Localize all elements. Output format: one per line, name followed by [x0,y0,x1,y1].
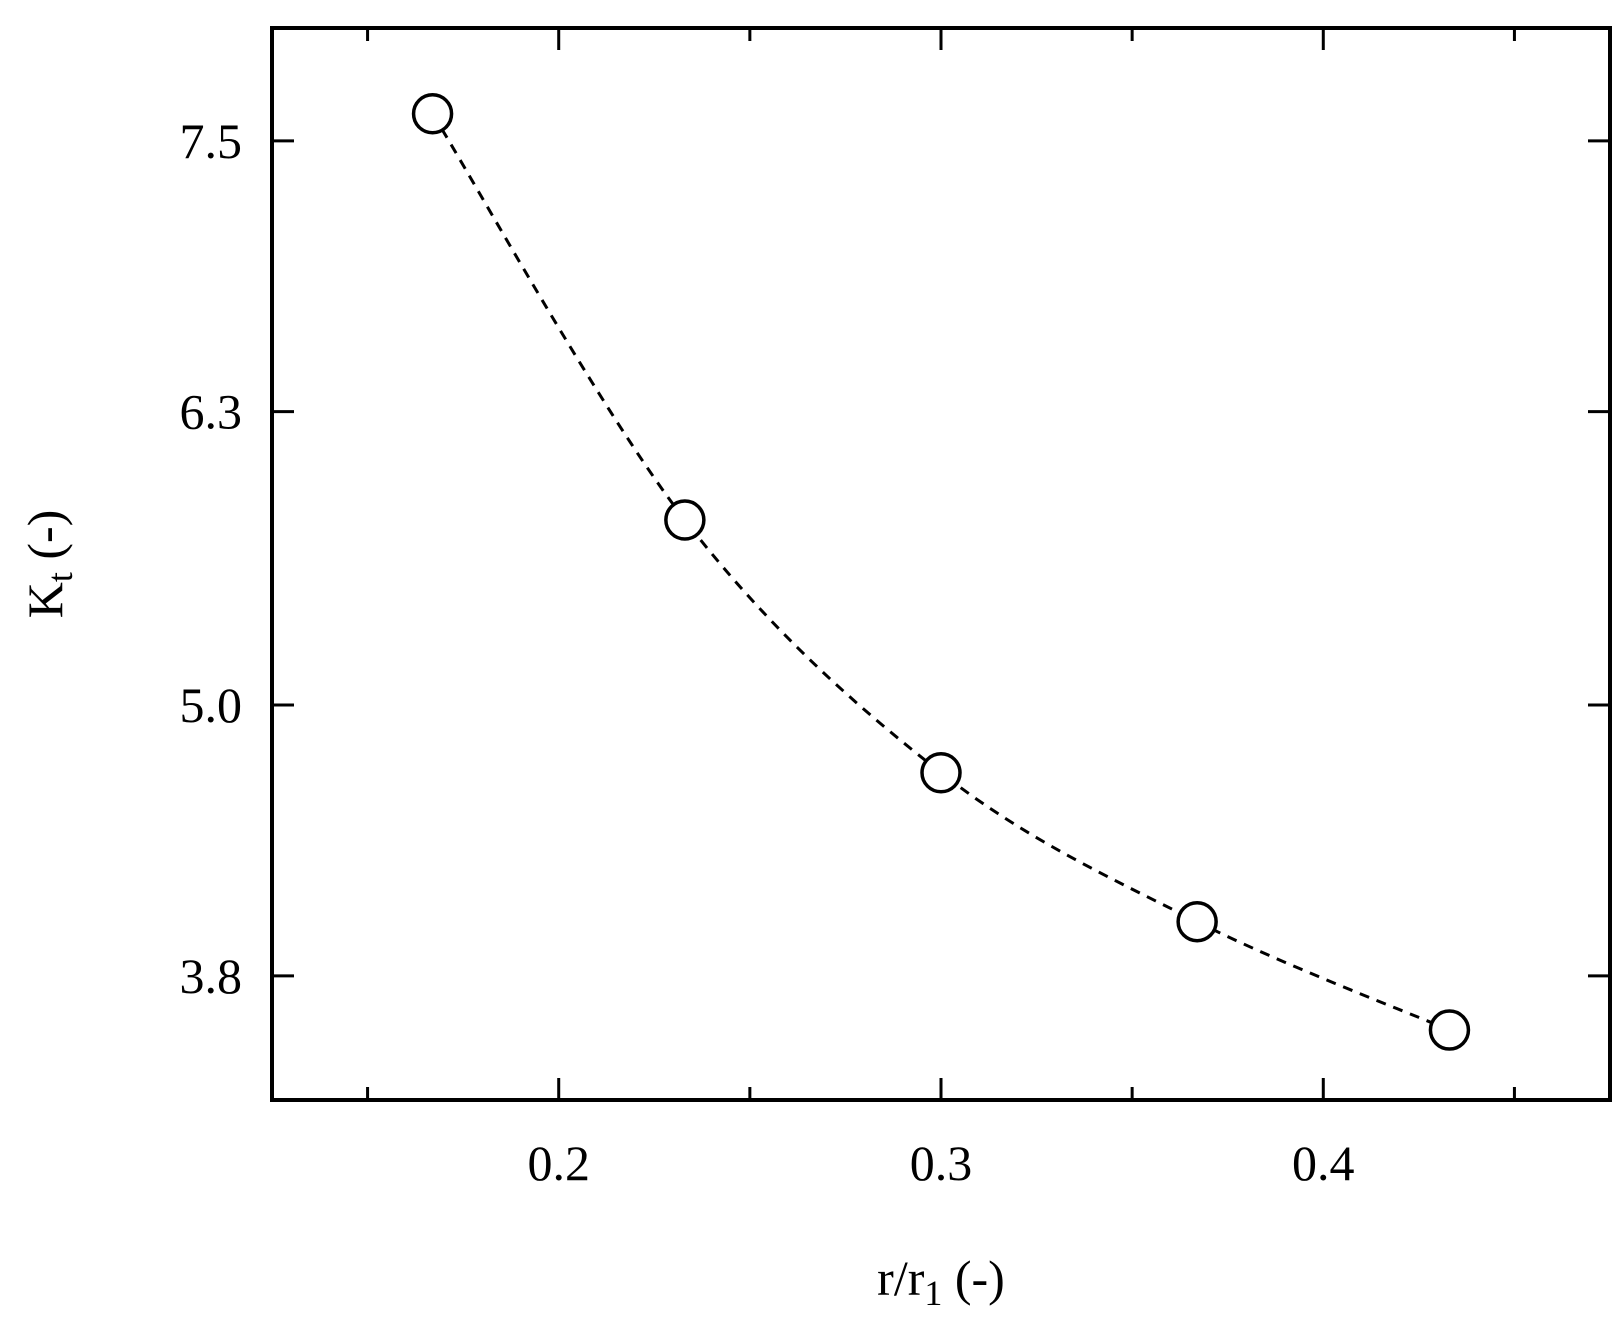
y-tick-label: 6.3 [180,384,243,440]
data-point [664,499,706,541]
y-axis-label: Kt (-) [17,510,80,619]
x-tick-label: 0.3 [910,1135,973,1191]
x-axis-label: r/r1 (-) [877,1250,1005,1313]
y-axis-label-main: K [17,582,73,618]
data-points [411,93,1471,1051]
data-point [920,752,962,794]
tick-labels: 0.2 0.3 0.4 3.8 5.0 6.3 7.5 [180,113,1355,1191]
data-point [1176,900,1218,943]
ticks [272,28,1610,1100]
y-axis-label-sub: t [40,572,80,582]
y-tick-label: 3.8 [180,948,243,1004]
data-point [411,93,454,135]
plot-frame [270,26,1612,1102]
y-axis-label-unit: (-) [17,510,73,572]
x-axis-label-sub: 1 [924,1273,942,1313]
data-point [1428,1009,1471,1051]
fit-curve [431,112,1451,1032]
x-tick-label: 0.2 [527,1135,590,1191]
x-axis-label-main: r/r [877,1250,925,1306]
y-tick-label: 7.5 [180,113,243,169]
y-tick-label: 5.0 [180,677,243,733]
x-tick-label: 0.4 [1292,1135,1355,1191]
x-axis-label-unit: (-) [942,1250,1004,1306]
